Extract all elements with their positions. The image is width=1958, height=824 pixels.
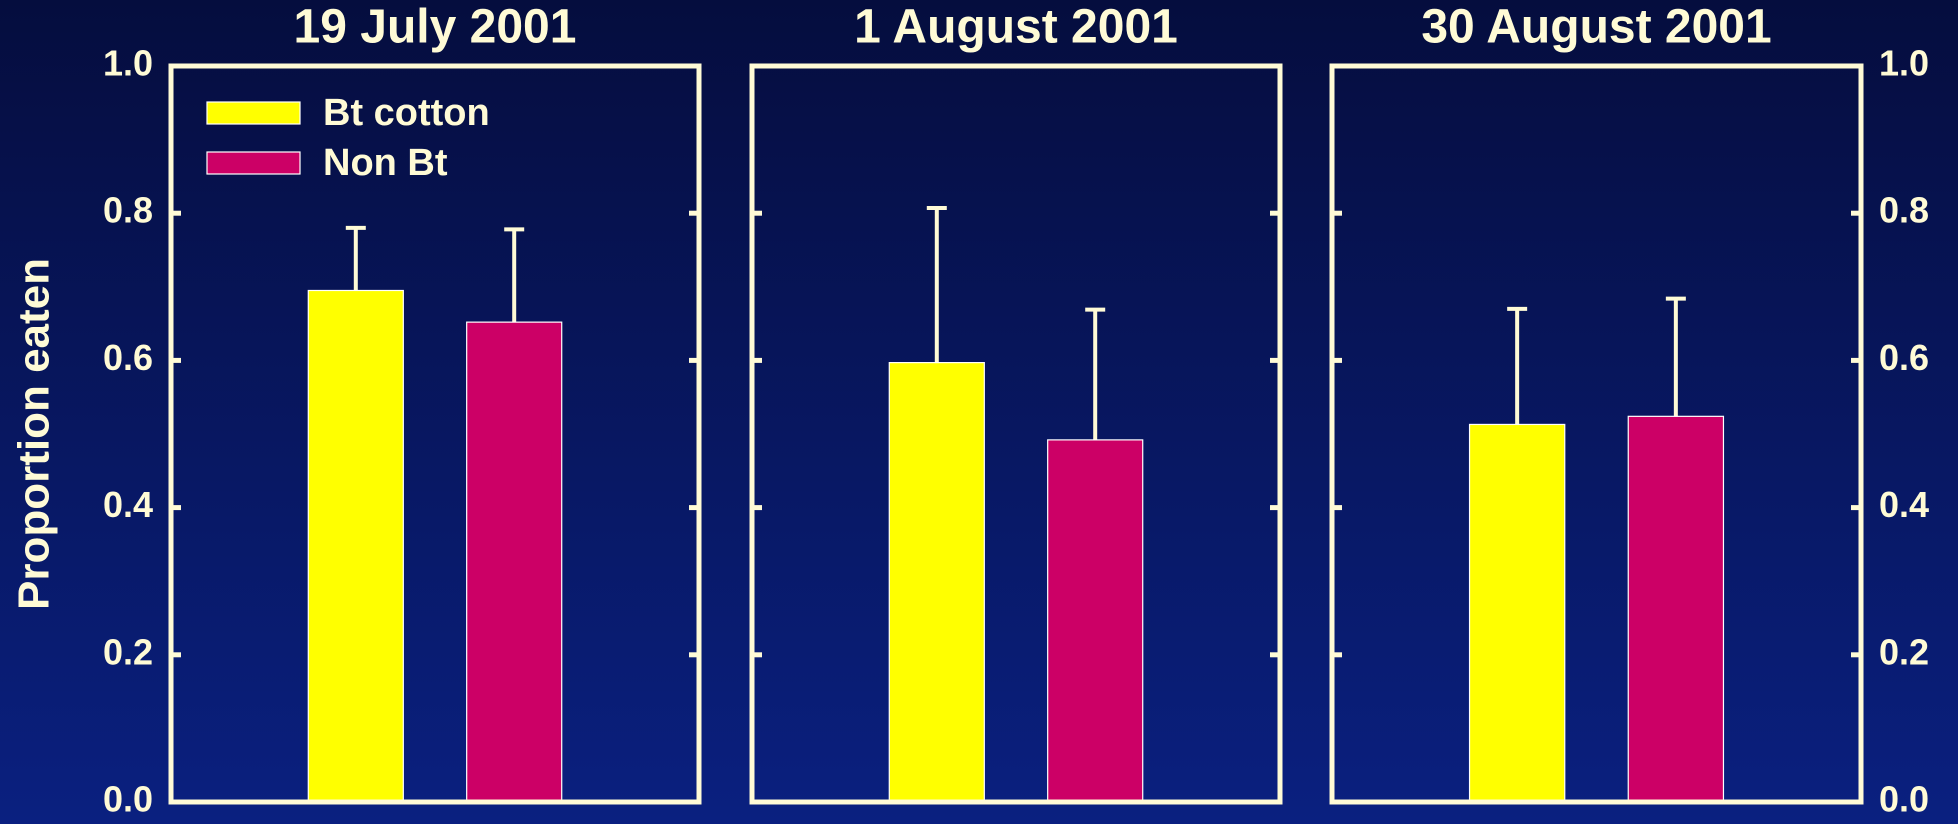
y-tick-label: 0.6 bbox=[103, 337, 153, 378]
panel-title: 19 July 2001 bbox=[294, 1, 577, 54]
y-tick-label: 0.6 bbox=[1879, 337, 1929, 378]
legend-swatch bbox=[206, 151, 301, 175]
bar bbox=[466, 321, 563, 803]
y-tick-label: 0.8 bbox=[1879, 190, 1929, 231]
bar bbox=[1468, 423, 1566, 803]
y-tick-label: 0.4 bbox=[1879, 484, 1929, 525]
y-tick-label: 1.0 bbox=[1879, 43, 1929, 84]
legend-label: Non Bt bbox=[323, 142, 448, 184]
y-tick-label: 0.4 bbox=[103, 484, 153, 525]
y-tick-label: 1.0 bbox=[103, 43, 153, 84]
panel-title: 1 August 2001 bbox=[854, 1, 1178, 54]
plot-frame bbox=[168, 63, 702, 805]
y-tick-label: 0.2 bbox=[1879, 631, 1929, 672]
y-tick-label: 0.0 bbox=[103, 779, 153, 820]
bar bbox=[888, 362, 985, 803]
legend-swatch bbox=[206, 101, 301, 125]
y-axis-label: Proportion eaten bbox=[10, 258, 59, 610]
y-tick-label: 0.0 bbox=[1879, 779, 1929, 820]
bar bbox=[307, 289, 404, 803]
plot-frame bbox=[1329, 63, 1864, 805]
bar bbox=[1627, 415, 1725, 803]
bar bbox=[1047, 439, 1144, 803]
plot-frame bbox=[749, 63, 1283, 805]
y-tick-label: 0.2 bbox=[103, 631, 153, 672]
panel-title: 30 August 2001 bbox=[1421, 1, 1771, 54]
legend-label: Bt cotton bbox=[323, 92, 490, 134]
y-tick-label: 0.8 bbox=[103, 190, 153, 231]
